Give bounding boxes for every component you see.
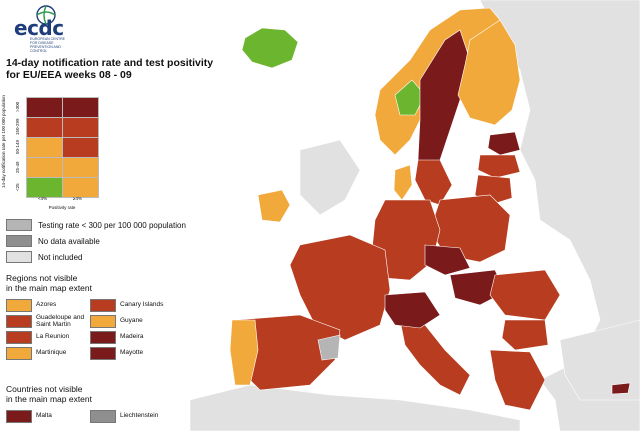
map-title: 14-day notification rate and test positi…: [6, 57, 246, 81]
legend-swatch: [6, 219, 32, 231]
region-legend-item: Mayotte: [90, 347, 143, 360]
non-eu-land: [299, 0, 640, 431]
region-swatch: [90, 347, 116, 360]
region-label: Azores: [36, 301, 57, 309]
countries-title-line-2: in the main map extent: [6, 394, 92, 404]
region-label: Canary Islands: [120, 301, 164, 309]
legend-label: Testing rate < 300 per 100 000 populatio…: [38, 220, 186, 230]
country-swatch: [6, 410, 32, 423]
matrix-y-axis-label: 14-day notification rate per 100 000 pop…: [1, 95, 6, 189]
region-swatch: [90, 315, 116, 328]
region-legend-item: Guadeloupe and Saint Martin: [6, 314, 91, 328]
legend-label: No data available: [38, 236, 100, 246]
country-swatch: [90, 410, 116, 423]
legend-label: Not included: [38, 252, 83, 262]
region-legend-item: Azores: [6, 299, 56, 312]
legend-swatch: [6, 251, 32, 263]
logo-subtitle: EUROPEAN CENTRE FOR DISEASE PREVENTION A…: [30, 37, 66, 53]
map-region: [457, 19, 521, 126]
matrix-cell: [63, 98, 98, 117]
map-region: [477, 154, 521, 179]
matrix-y-tick: 50-149: [15, 140, 20, 155]
region-swatch: [90, 299, 116, 312]
region-swatch: [6, 299, 32, 312]
map-region: [229, 319, 259, 386]
title-line-2: for EU/EEA weeks 08 - 09: [6, 69, 132, 81]
region-label: Guyane: [120, 317, 143, 325]
region-swatch: [6, 331, 32, 344]
country-label: Malta: [36, 412, 52, 420]
region-label: Guadeloupe and Saint Martin: [36, 314, 85, 328]
matrix-y-tick: <25: [15, 183, 20, 191]
matrix-cell: [63, 138, 98, 157]
map-region: [371, 199, 441, 281]
legend-swatch: [6, 235, 32, 247]
logo-wordmark: ecdc: [14, 16, 64, 40]
legend-low-testing: Testing rate < 300 per 100 000 populatio…: [6, 219, 186, 231]
region-legend-item: Guyane: [90, 315, 143, 328]
matrix-cell: [27, 158, 62, 177]
countries-section-title: Countries not visible in the main map ex…: [6, 384, 156, 404]
matrix-cell: [63, 158, 98, 177]
region-legend-item: Madeira: [90, 331, 143, 344]
map-region: [489, 349, 546, 411]
region-swatch: [6, 347, 32, 360]
ecdc-logo: [8, 4, 78, 54]
region-legend-item: Martinique: [6, 347, 66, 360]
map-region: [487, 131, 521, 156]
color-matrix: [26, 97, 99, 198]
map-region: [384, 291, 441, 329]
map-region: [241, 27, 299, 69]
region-label: La Reunion: [36, 333, 70, 341]
regions-title-line-1: Regions not visible: [6, 273, 78, 283]
legend-not-included: Not included: [6, 251, 82, 263]
map-region: [424, 244, 471, 276]
turkey-land: [559, 319, 640, 401]
country-legend-item: Liechtenstein: [90, 410, 158, 423]
ecdc-globe-icon: [36, 5, 56, 25]
matrix-y-tick: >300: [15, 101, 20, 113]
matrix-cell: [63, 178, 98, 197]
map-region: [399, 319, 471, 396]
matrix-cell: [27, 118, 62, 137]
map-region: [417, 29, 471, 176]
regions-section-title: Regions not visible in the main map exte…: [6, 273, 156, 293]
matrix-x-tick: ≥4%: [73, 196, 82, 201]
legend-no-data: No data available: [6, 235, 100, 247]
region-legend-item: La Reunion: [6, 331, 69, 344]
region-label: Madeira: [120, 333, 144, 341]
regions-title-line-2: in the main map extent: [6, 283, 92, 293]
country-label: Liechtenstein: [120, 412, 159, 420]
region-swatch: [6, 315, 32, 328]
region-label: Martinique: [36, 349, 67, 357]
matrix-cell: [27, 178, 62, 197]
map-region: [501, 319, 549, 351]
matrix-x-tick: <4%: [38, 196, 48, 201]
map-region: [317, 334, 341, 361]
matrix-cell: [27, 138, 62, 157]
matrix-x-axis-label: Positivity rate: [48, 205, 76, 210]
map-region: [393, 164, 413, 201]
matrix-cell: [63, 118, 98, 137]
region-label: Mayotte: [120, 349, 144, 357]
matrix-cell: [27, 98, 62, 117]
country-legend-item: Malta: [6, 410, 52, 423]
map-region: [289, 234, 391, 341]
region-swatch: [90, 331, 116, 344]
title-line-1: 14-day notification rate and test positi…: [6, 57, 214, 69]
countries-title-line-1: Countries not visible: [6, 384, 83, 394]
map-region: [257, 189, 291, 223]
map-region: [611, 382, 631, 395]
matrix-y-tick: 150-299: [15, 118, 20, 136]
region-legend-item: Canary Islands: [90, 299, 163, 312]
matrix-y-tick: 25-49: [15, 161, 20, 173]
